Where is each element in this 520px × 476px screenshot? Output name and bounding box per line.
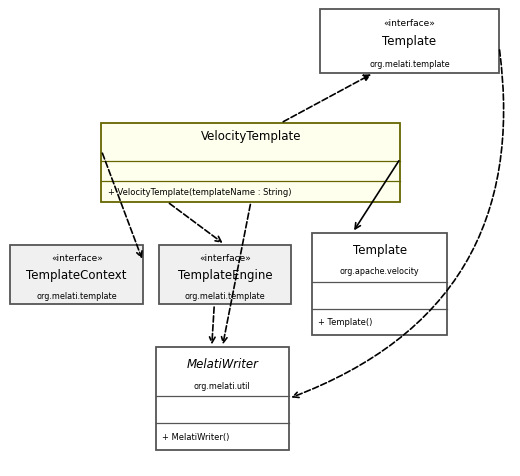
Text: Template: Template	[382, 35, 437, 48]
Text: «interface»: «interface»	[384, 19, 435, 28]
Text: Template: Template	[353, 244, 407, 257]
Bar	[320, 10, 499, 74]
Text: org.melati.template: org.melati.template	[369, 60, 450, 69]
Text: «interface»: «interface»	[51, 254, 102, 263]
Text: TemplateEngine: TemplateEngine	[178, 268, 272, 281]
Bar	[10, 245, 143, 305]
Text: org.melati.template: org.melati.template	[36, 291, 117, 300]
Bar	[156, 347, 289, 450]
Text: MelatiWriter: MelatiWriter	[186, 358, 258, 371]
Text: + VelocityTemplate(templateName : String): + VelocityTemplate(templateName : String…	[108, 188, 291, 197]
Text: TemplateContext: TemplateContext	[27, 268, 127, 281]
Text: «interface»: «interface»	[199, 254, 251, 263]
Text: VelocityTemplate: VelocityTemplate	[201, 130, 301, 143]
Text: + MelatiWriter(): + MelatiWriter()	[162, 432, 230, 441]
Text: org.melati.util: org.melati.util	[194, 381, 251, 390]
Text: org.apache.velocity: org.apache.velocity	[340, 267, 420, 276]
Bar	[101, 124, 400, 202]
Bar	[159, 245, 291, 305]
Bar	[312, 233, 447, 336]
Text: + Template(): + Template()	[318, 318, 373, 327]
Text: org.melati.template: org.melati.template	[185, 291, 265, 300]
